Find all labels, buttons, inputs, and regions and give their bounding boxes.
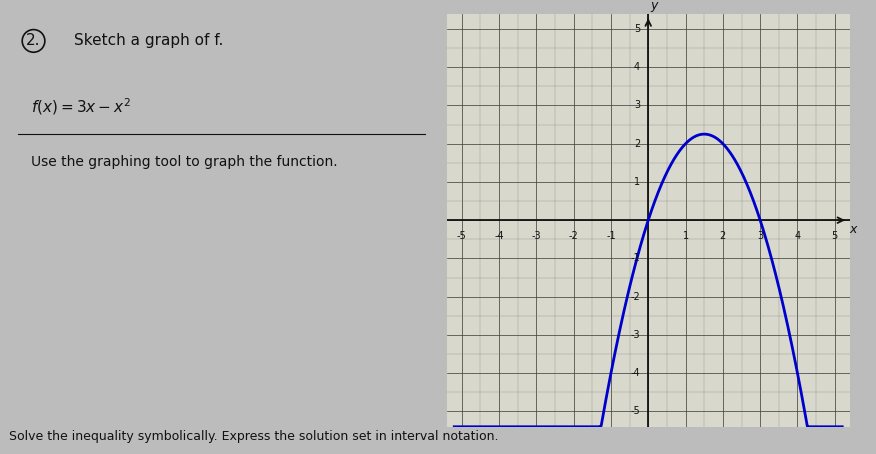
Text: 3: 3 bbox=[634, 100, 640, 110]
Text: 5: 5 bbox=[831, 231, 838, 241]
Text: Use the graphing tool to graph the function.: Use the graphing tool to graph the funct… bbox=[31, 154, 337, 168]
Text: 3: 3 bbox=[757, 231, 763, 241]
Text: 4: 4 bbox=[795, 231, 801, 241]
Text: -1: -1 bbox=[631, 253, 640, 263]
Text: 1: 1 bbox=[634, 177, 640, 187]
Text: Solve the inequality symbolically. Express the solution set in interval notation: Solve the inequality symbolically. Expre… bbox=[9, 429, 498, 443]
Text: Sketch a graph of f.: Sketch a graph of f. bbox=[74, 34, 224, 49]
Text: 2: 2 bbox=[720, 231, 726, 241]
Text: -5: -5 bbox=[456, 231, 467, 241]
Text: -2: -2 bbox=[630, 292, 640, 302]
Text: $y$: $y$ bbox=[650, 0, 660, 15]
Text: -1: -1 bbox=[606, 231, 616, 241]
Text: 2.: 2. bbox=[26, 34, 41, 49]
Text: -3: -3 bbox=[532, 231, 541, 241]
Text: -4: -4 bbox=[631, 368, 640, 378]
Text: 2: 2 bbox=[633, 138, 640, 148]
Text: -4: -4 bbox=[494, 231, 504, 241]
Text: 4: 4 bbox=[634, 62, 640, 72]
Text: 5: 5 bbox=[633, 24, 640, 34]
Text: -5: -5 bbox=[630, 406, 640, 416]
Text: 1: 1 bbox=[682, 231, 689, 241]
Text: $x$: $x$ bbox=[849, 223, 858, 236]
Text: $f(x) = 3x - x^2$: $f(x) = 3x - x^2$ bbox=[31, 96, 131, 117]
Text: -3: -3 bbox=[631, 330, 640, 340]
Text: -2: -2 bbox=[569, 231, 578, 241]
